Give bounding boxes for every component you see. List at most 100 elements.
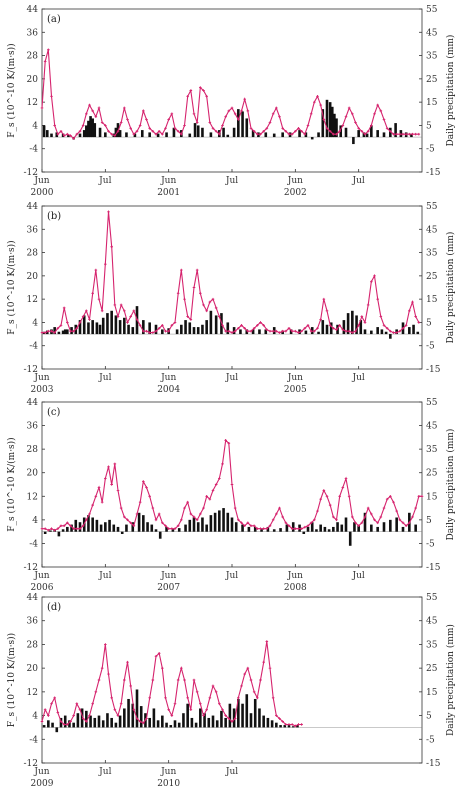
precip-bar [186,703,189,728]
fs-marker [265,527,269,530]
fs-marker [53,696,56,700]
fs-marker [211,297,215,301]
fs-marker [199,86,202,89]
precip-bar [218,510,221,532]
left-tick-label: 4 [32,712,38,722]
fs-marker [237,518,240,522]
fs-marker [62,723,66,726]
precip-bar [416,331,420,335]
fs-marker [300,723,303,726]
precip-bar [82,130,86,138]
precip-bar [355,315,358,335]
precip-bar [209,515,213,532]
fs-marker [116,129,120,133]
fs-marker [351,331,354,334]
precip-bar [131,522,135,532]
fs-marker [265,640,269,643]
precip-bar [357,524,360,532]
precip-bar [87,120,90,138]
fs-marker [240,684,243,688]
precip-bar [61,330,65,335]
right-tick-label: 45 [426,225,438,235]
right-tick-label: 15 [426,295,438,305]
precip-bar [285,524,289,532]
fs-marker [167,329,170,333]
fs-marker [218,477,221,480]
fs-marker [214,690,218,694]
precip-bar [370,524,373,532]
fs-marker [354,121,357,124]
fs-marker [338,494,341,498]
right-tick-label: 55 [426,202,438,212]
fs-marker [116,315,120,318]
precip-bar [57,531,61,537]
fs-marker [275,512,278,516]
fs-marker [104,643,107,646]
precip-bar [296,725,299,728]
fs-marker [157,326,161,330]
fs-marker [221,462,224,466]
x-tick-label: Jul [352,373,365,383]
fs-marker [316,326,319,330]
year-label: 2002 [284,188,307,198]
fs-marker [332,515,335,519]
fs-marker [287,524,291,528]
precip-bar [251,130,255,138]
fs-marker [379,109,383,113]
fs-marker [392,132,395,136]
fs-marker [50,702,53,706]
fs-marker [417,132,421,136]
left-tick-label: -12 [24,759,39,769]
precip-bar [89,116,92,138]
precip-bar [222,127,225,138]
fs-marker [341,328,345,332]
precip-bar [112,524,116,532]
precip-bar [131,327,135,335]
x-tick-label: Jul [98,373,111,383]
panel-2: -12 -4 4 12 20 28 36 44 -15 -5 5 15 25 35 45 55 Jun Jul Ju… [6,202,456,395]
fs-marker [56,527,60,530]
panel-4: -12 -4 4 12 20 28 36 44 -15 -5 5 15 25 35 45 55 Jun Jul Ju… [6,593,456,789]
precip-bar [45,330,49,335]
precip-bar [370,330,373,335]
fs-marker [195,121,199,124]
fs-marker [208,696,212,700]
fs-marker [145,486,148,489]
precip-bar [304,132,308,138]
left-tick-label: 12 [27,492,38,502]
fs-marker [50,527,53,530]
fs-marker [154,132,158,136]
fs-marker [50,95,53,98]
precip-bar [321,320,325,335]
fs-marker [370,124,373,127]
fs-marker [195,518,199,522]
fs-marker [411,515,414,519]
precip-bar [270,720,274,728]
fs-marker [205,494,208,498]
fs-marker [100,121,104,124]
precip-bar [177,528,181,532]
x-tick-label: Jun [287,176,303,186]
precip-bar [362,132,366,138]
fs-marker [214,483,218,486]
precip-bar [363,512,367,532]
fs-marker [195,690,199,694]
precip-bar [80,708,84,728]
right-tick-label: 35 [426,640,438,650]
fs-marker [170,112,174,116]
precip-bar [55,727,59,733]
fs-marker [230,720,234,723]
left-tick-label: 44 [27,398,39,408]
precip-bar [363,329,367,335]
precip-bar [352,137,355,145]
fs-marker [325,494,329,498]
precip-bar [310,137,314,140]
plot-frame [41,8,423,173]
fs-marker [373,274,376,278]
right-axis-label: Daily precipitation (mm) [445,624,456,736]
precip-bar [49,530,52,532]
fs-marker [151,506,155,510]
left-axis-label: F_s (10^-10 K/(m·s)) [6,437,17,531]
fs-marker [180,518,183,522]
fs-marker [414,506,417,510]
